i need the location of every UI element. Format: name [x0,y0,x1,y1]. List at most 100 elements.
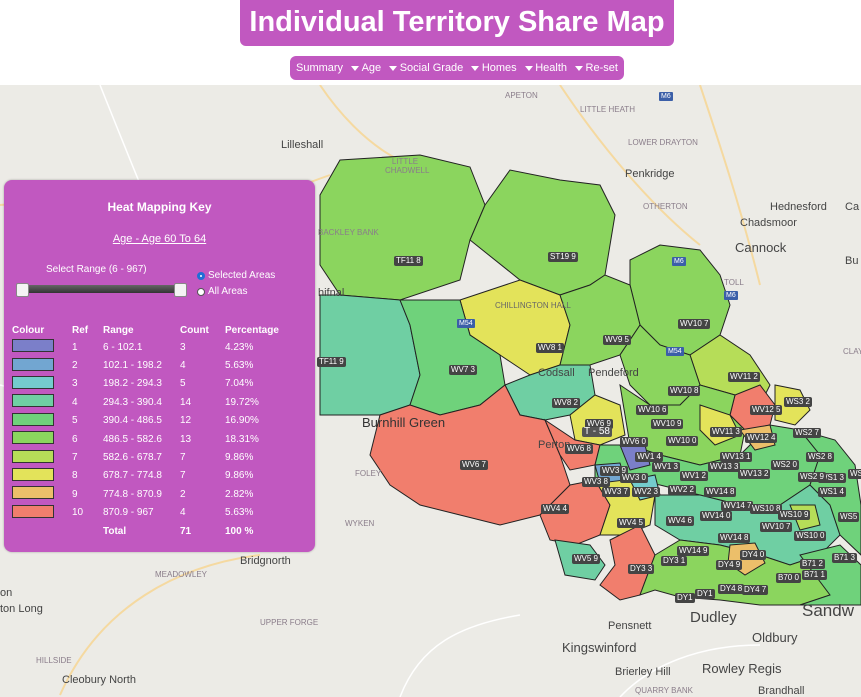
nav-age-label: Age [361,62,382,74]
territory-label[interactable]: WS5 [838,512,860,522]
territory-label[interactable]: DY3 1 [661,556,688,566]
territory-label[interactable]: WS2 9 [798,472,827,482]
territory-label[interactable]: WV4 4 [541,504,570,514]
territory-label[interactable]: T - 58 [582,426,612,437]
territory-label[interactable]: WV14 9 [677,546,710,556]
territory-label[interactable]: WV1 3 [652,462,681,472]
territory-label[interactable]: WV5 9 [572,554,601,564]
territory-label[interactable]: WV9 5 [603,335,632,345]
radio-selected-areas[interactable]: Selected Areas [197,270,275,281]
legend-range: 390.4 - 486.5 [103,415,162,427]
territory-label[interactable]: WV6 8 [565,444,594,454]
territory-label[interactable]: WS1 4 [818,487,847,497]
territory-label[interactable]: WS2 8 [806,452,835,462]
territory-label[interactable]: WV4 6 [666,516,695,526]
territory-label[interactable]: WS1 3 [818,473,847,483]
place-label: WYKEN [345,519,375,528]
nav-homes[interactable]: Homes [482,62,533,74]
territory-label[interactable]: ST19 9 [548,252,578,262]
territory-label[interactable]: B71 1 [802,570,827,580]
territory-label[interactable]: WV14 7 [721,501,754,511]
nav-reset[interactable]: Re-set [586,62,618,74]
territory-label[interactable]: WV10 7 [678,319,711,329]
legend-row: 5 390.4 - 486.5 12 16.90% [12,412,305,430]
territory-label[interactable]: WV3 0 [620,473,649,483]
nav-health[interactable]: Health [535,62,583,74]
territory-label[interactable]: DY1 [675,593,695,603]
territory-label[interactable]: WV1 2 [680,471,709,481]
territory-label[interactable]: DY1 [695,589,715,599]
territory-label[interactable]: WV14 0 [700,511,733,521]
legend-percentage: 5.63% [225,507,254,519]
legend-row: 2 102.1 - 198.2 4 5.63% [12,356,305,374]
nav-social-grade[interactable]: Social Grade [400,62,480,74]
territory-label[interactable]: WV11 2 [728,372,760,382]
place-label: LITTLE CHADWELL [385,157,430,175]
legend-count: 5 [180,378,186,390]
territory-label[interactable]: WV3 9 [600,466,629,476]
radio-dot [197,287,205,296]
territory-label[interactable]: DY4 8 [718,584,745,594]
territory-label[interactable]: WV8 1 [536,343,565,353]
territory-label[interactable]: WV11 3 [710,427,742,437]
territory-label[interactable]: B70 0 [776,573,801,583]
territory-label[interactable]: WV10 7 [760,522,793,532]
territory-label[interactable]: WV13 3 [708,462,741,472]
slider-handle-low[interactable] [16,283,29,297]
legend-count: 7 [180,470,186,482]
legend-ref: 4 [72,396,78,408]
territory-label[interactable]: WV1 4 [635,452,664,462]
radio-all-areas[interactable]: All Areas [197,286,247,297]
legend-row: 6 486.5 - 582.6 13 18.31% [12,430,305,448]
territory-label[interactable]: WV6 7 [460,460,489,470]
territory-label[interactable]: WV12 4 [745,433,778,443]
territory-label[interactable]: WS1 [848,469,861,479]
key-subtitle[interactable]: Age - Age 60 To 64 [112,233,207,245]
place-label: Rowley Regis [702,661,782,676]
territory-label[interactable]: WV13 1 [720,452,753,462]
legend-swatch-cell [12,504,72,522]
territory-label[interactable]: WS2 7 [793,428,822,438]
territory-label[interactable]: WS10 9 [778,510,811,520]
territory-label[interactable]: WV2 3 [632,487,661,497]
col-count: Count [180,324,209,336]
territory-label[interactable]: WS2 0 [771,460,800,470]
territory-label[interactable]: WV10 0 [666,436,699,446]
territory-label[interactable]: WV8 2 [552,398,581,408]
territory-label[interactable]: WV6 9 [585,419,614,429]
territory-label[interactable]: DY4 9 [716,560,743,570]
territory-label[interactable]: DY4 0 [740,550,767,560]
territory-label[interactable]: TF11 9 [317,357,346,367]
territory-label[interactable]: WV12 5 [750,405,783,415]
territory-label[interactable]: WV7 3 [449,365,478,375]
legend-row: 4 294.3 - 390.4 14 19.72% [12,393,305,411]
territory-label[interactable]: DY4 7 [742,585,769,595]
slider-handle-high[interactable] [174,283,187,297]
nav-summary[interactable]: Summary [296,62,360,74]
range-slider[interactable] [16,283,187,297]
territory-label[interactable]: WV10 8 [668,386,701,396]
territory-label[interactable]: WV13 2 [738,469,771,479]
territory-map[interactable]: APETON LITTLE HEATH Lilleshall LITTLE CH… [0,85,861,697]
territory-label[interactable]: DY3 3 [628,564,655,574]
territory-label[interactable]: WV14 8 [704,487,737,497]
territory-label[interactable]: WV10 6 [636,405,669,415]
territory-label[interactable]: WV2 2 [668,485,697,495]
territory-label[interactable]: WV10 9 [651,419,684,429]
legend-row: 7 582.6 - 678.7 7 9.86% [12,448,305,466]
territory-label[interactable]: WV3 8 [582,477,611,487]
territory-label[interactable]: WV3 7 [602,487,631,497]
territory-label[interactable]: B71 3 [832,553,857,563]
territory-label[interactable]: WS10 8 [750,504,783,514]
territory-label[interactable]: WV14 8 [718,533,751,543]
territory-label[interactable]: TF11 8 [394,256,423,266]
place-label: CHILLINGTON HALL [495,301,571,310]
territory-label[interactable]: WV6 0 [620,437,649,447]
territory-label[interactable]: WS10 0 [794,531,827,541]
territory-label[interactable]: WV4 5 [617,518,646,528]
nav-age[interactable]: Age [362,62,398,74]
territory-label[interactable]: B71 2 [800,559,825,569]
territory-label[interactable]: WS3 2 [784,397,813,407]
legend-percentage: 9.86% [225,452,254,464]
place-label: CLAY [843,347,861,356]
